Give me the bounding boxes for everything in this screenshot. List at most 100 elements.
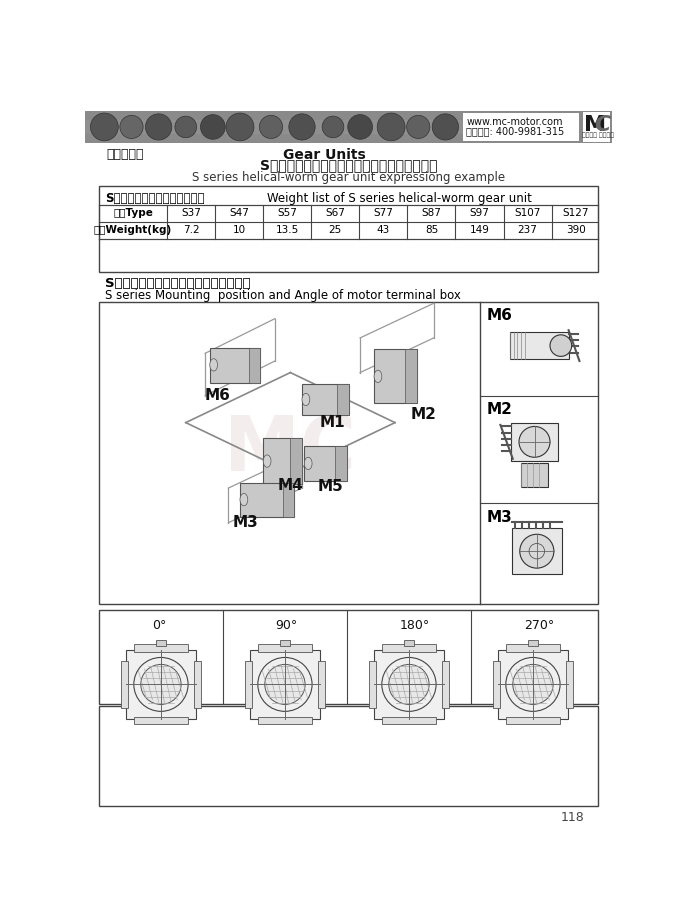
Bar	[156, 640, 166, 646]
Bar	[405, 640, 413, 646]
Text: 149: 149	[469, 224, 490, 234]
Bar	[318, 661, 325, 708]
Bar	[99, 610, 598, 703]
Bar	[498, 650, 568, 719]
Ellipse shape	[513, 665, 553, 704]
Bar	[405, 350, 417, 403]
Bar	[120, 661, 129, 708]
Text: 85: 85	[425, 224, 438, 234]
Bar	[250, 650, 320, 719]
Text: S47: S47	[229, 208, 249, 218]
Text: S37: S37	[182, 208, 201, 218]
Text: 25: 25	[328, 224, 342, 234]
Text: 齿轮减速机: 齿轮减速机	[107, 148, 144, 161]
Bar	[463, 114, 579, 141]
Bar	[194, 661, 201, 708]
Bar	[506, 644, 560, 652]
Text: M3: M3	[486, 509, 512, 524]
Text: 10: 10	[233, 224, 245, 234]
Text: S97: S97	[469, 208, 490, 218]
Bar	[305, 447, 347, 481]
Text: 免费和询: 400-9981-315: 免费和询: 400-9981-315	[466, 126, 564, 137]
Circle shape	[432, 114, 458, 140]
Bar	[382, 717, 436, 725]
Ellipse shape	[389, 665, 429, 704]
Circle shape	[201, 114, 225, 139]
Circle shape	[550, 335, 572, 356]
Ellipse shape	[305, 457, 312, 470]
Text: 90°: 90°	[275, 619, 298, 632]
Bar	[521, 463, 549, 486]
Text: 237: 237	[517, 224, 537, 234]
Circle shape	[175, 116, 197, 138]
Ellipse shape	[209, 359, 218, 371]
Text: MC: MC	[224, 413, 356, 486]
Circle shape	[120, 115, 143, 138]
Text: S87: S87	[422, 208, 441, 218]
Ellipse shape	[265, 665, 305, 704]
Bar	[583, 113, 611, 141]
Text: 118: 118	[561, 811, 585, 824]
Text: M3: M3	[233, 515, 258, 530]
Bar	[335, 447, 347, 481]
Text: 重量Weight(kg): 重量Weight(kg)	[94, 224, 172, 234]
Text: 390: 390	[566, 224, 585, 234]
Text: 源自台湾 欧洲技术: 源自台湾 欧洲技术	[582, 132, 614, 138]
Circle shape	[289, 114, 315, 140]
Text: M1: M1	[320, 415, 345, 430]
Text: M: M	[584, 115, 607, 136]
Bar	[134, 644, 188, 652]
Text: S系列减速机安装方位和电机接线盒角度: S系列减速机安装方位和电机接线盒角度	[105, 277, 251, 290]
Text: S107: S107	[514, 208, 541, 218]
Bar	[374, 650, 444, 719]
Bar	[511, 423, 558, 462]
Text: S系列斜齿轮蜗轮减速机重量表: S系列斜齿轮蜗轮减速机重量表	[105, 192, 205, 206]
Bar	[99, 706, 598, 806]
Bar	[99, 186, 598, 272]
Text: M5: M5	[318, 479, 343, 494]
Bar	[126, 650, 196, 719]
Bar	[369, 661, 377, 708]
Circle shape	[90, 114, 118, 141]
Text: 型号Type: 型号Type	[113, 208, 153, 218]
Text: www.mc-motor.com: www.mc-motor.com	[466, 117, 563, 127]
Text: M2: M2	[411, 407, 437, 422]
Bar	[85, 111, 612, 143]
Text: M6: M6	[205, 388, 231, 403]
Bar	[337, 384, 348, 415]
Text: C: C	[594, 115, 611, 136]
Text: S series Mounting  position and Angle of motor terminal box: S series Mounting position and Angle of …	[105, 290, 461, 303]
Circle shape	[259, 115, 283, 138]
Text: M4: M4	[277, 478, 303, 493]
Circle shape	[407, 115, 430, 138]
Bar	[302, 384, 348, 415]
Text: Gear Units: Gear Units	[283, 148, 365, 162]
Bar	[441, 661, 449, 708]
Text: S77: S77	[373, 208, 393, 218]
Circle shape	[377, 114, 405, 141]
Bar	[258, 644, 312, 652]
Bar	[492, 661, 500, 708]
Bar	[512, 528, 562, 574]
Text: Weight list of S series helical-worm gear unit: Weight list of S series helical-worm gea…	[267, 192, 532, 206]
Text: 43: 43	[377, 224, 390, 234]
Circle shape	[520, 534, 554, 569]
Circle shape	[226, 114, 254, 141]
Text: S series helical-worm gear unit expressiong example: S series helical-worm gear unit expressi…	[192, 171, 505, 184]
Text: S67: S67	[326, 208, 345, 218]
Text: M2: M2	[486, 402, 512, 417]
Ellipse shape	[302, 393, 310, 406]
Text: 7.2: 7.2	[183, 224, 199, 234]
Text: 0°: 0°	[152, 619, 166, 632]
Bar	[134, 717, 188, 725]
Bar	[258, 717, 312, 725]
Bar	[283, 483, 294, 517]
Bar	[263, 438, 302, 485]
Bar	[280, 640, 290, 646]
Bar	[510, 331, 568, 359]
Circle shape	[322, 116, 344, 138]
Text: S127: S127	[562, 208, 589, 218]
Bar	[382, 644, 436, 652]
Circle shape	[146, 114, 172, 140]
Bar	[248, 348, 260, 382]
